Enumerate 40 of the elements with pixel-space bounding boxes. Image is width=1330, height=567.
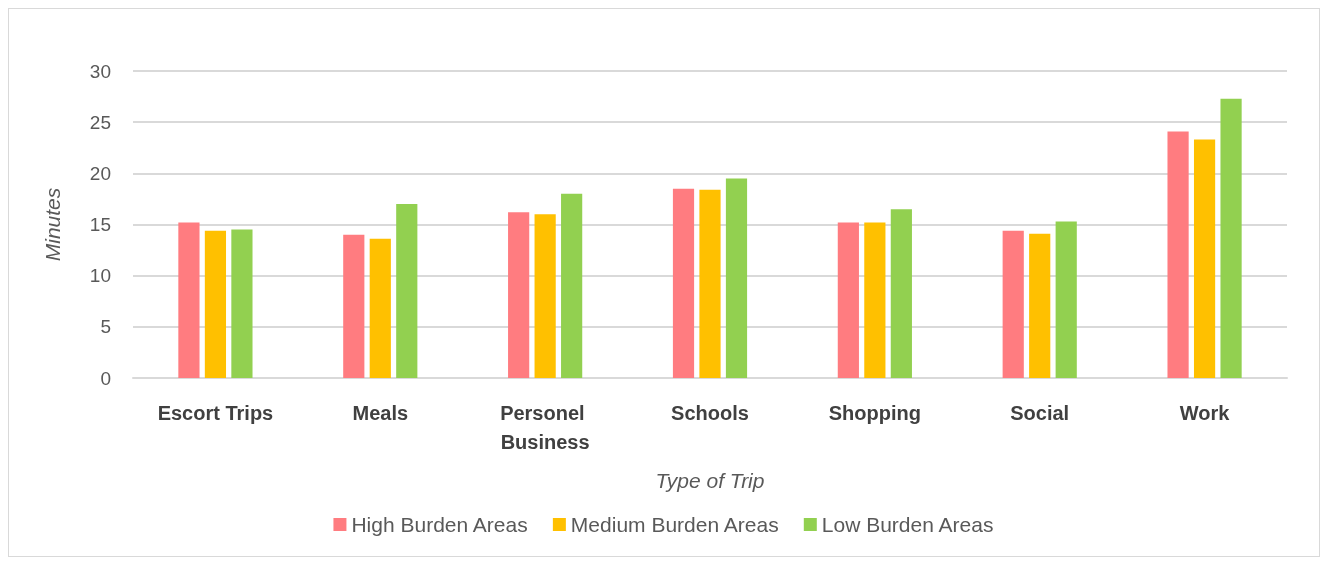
x-tick-label: Personel Business — [500, 401, 591, 453]
bar — [890, 209, 912, 378]
bar — [1029, 233, 1051, 378]
bar — [396, 204, 418, 378]
legend-label: Low Burden Areas — [821, 513, 994, 536]
y-tick-label: 10 — [89, 265, 111, 287]
x-tick-label: Work — [1179, 401, 1231, 424]
x-tick-label: Schools — [671, 401, 749, 424]
bar — [178, 222, 200, 378]
bar — [231, 229, 253, 378]
bar — [561, 193, 583, 378]
bar — [1193, 139, 1216, 378]
bar — [837, 222, 859, 378]
bar — [369, 238, 391, 378]
y-tick-label: 25 — [89, 111, 111, 133]
bar — [672, 188, 695, 378]
bar — [1055, 221, 1077, 378]
bar — [1220, 98, 1242, 378]
y-tick-label: 15 — [89, 214, 111, 235]
y-tick-label: 30 — [89, 60, 111, 82]
bar — [343, 234, 365, 378]
bar — [508, 212, 530, 378]
bar — [204, 230, 227, 378]
bar — [1167, 131, 1189, 378]
bar — [699, 189, 721, 378]
bar — [864, 222, 886, 378]
x-axis-title: Type of Trip — [655, 469, 765, 492]
y-axis-title: Minutes — [41, 187, 64, 262]
y-tick-label: 0 — [100, 367, 111, 389]
y-tick-label: 5 — [100, 316, 111, 338]
bar — [725, 178, 748, 378]
x-tick-label: Social — [1010, 401, 1070, 424]
legend-label: High Burden Areas — [351, 513, 528, 536]
legend-label: Medium Burden Areas — [570, 513, 779, 536]
x-tick-label: Shopping — [828, 401, 921, 424]
bar — [1002, 230, 1024, 378]
x-tick-label: Escort Trips — [157, 401, 274, 424]
y-tick-label: 20 — [89, 162, 111, 184]
x-tick-label: Meals — [352, 401, 409, 424]
bar — [534, 214, 556, 378]
